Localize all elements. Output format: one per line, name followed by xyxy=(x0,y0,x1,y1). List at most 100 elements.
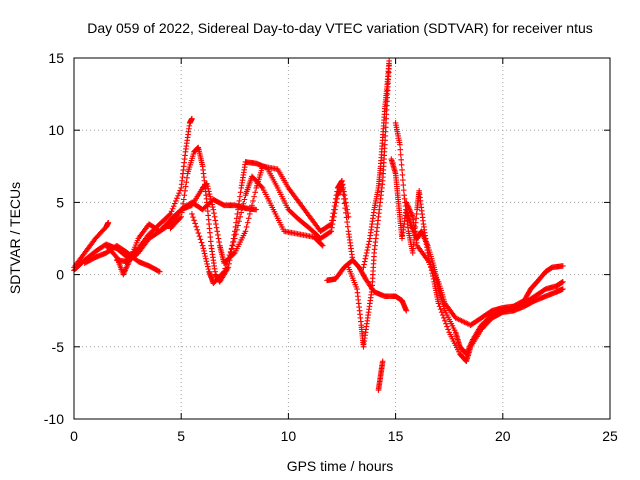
data-point xyxy=(334,195,340,202)
data-point xyxy=(362,255,369,262)
data-point xyxy=(247,211,253,217)
data-point xyxy=(203,258,210,265)
data-point xyxy=(237,193,243,200)
data-point xyxy=(210,206,217,213)
data-point xyxy=(215,232,221,238)
data-point xyxy=(363,253,369,259)
data-point xyxy=(340,191,347,198)
data-point xyxy=(196,233,203,239)
data-point xyxy=(435,300,442,307)
data-point xyxy=(319,242,325,248)
data-point xyxy=(209,201,215,208)
data-point xyxy=(224,258,231,265)
data-point xyxy=(249,202,255,209)
data-point xyxy=(223,262,230,268)
data-point xyxy=(173,198,179,204)
data-point xyxy=(222,265,228,272)
series-track-11 xyxy=(375,358,386,393)
data-point xyxy=(341,192,348,198)
data-point xyxy=(441,315,447,321)
data-point xyxy=(445,326,451,333)
data-point xyxy=(194,227,201,233)
data-point xyxy=(438,309,445,315)
data-point xyxy=(233,219,239,226)
data-point xyxy=(198,239,205,246)
data-point xyxy=(212,217,219,224)
data-point xyxy=(155,268,162,274)
data-point xyxy=(235,222,241,229)
data-point xyxy=(344,223,351,230)
y-tick-label: -10 xyxy=(44,411,64,427)
data-point xyxy=(230,239,237,245)
data-point xyxy=(237,214,243,220)
data-point xyxy=(174,195,180,202)
data-point xyxy=(226,252,233,258)
data-point xyxy=(243,224,250,230)
data-point xyxy=(330,217,337,224)
x-tick-label: 25 xyxy=(602,428,618,444)
data-point xyxy=(180,201,186,207)
data-point xyxy=(386,58,392,64)
data-point xyxy=(239,205,246,211)
data-point xyxy=(331,210,338,217)
data-point xyxy=(211,214,218,220)
data-point xyxy=(233,215,240,222)
data-point xyxy=(170,203,177,209)
data-point xyxy=(195,230,202,236)
series-track-3 xyxy=(81,242,163,275)
data-point xyxy=(216,239,222,245)
data-point xyxy=(168,208,175,215)
data-point xyxy=(190,214,196,220)
plot-area-frame xyxy=(73,57,611,420)
data-point xyxy=(329,224,335,231)
data-point xyxy=(240,201,247,207)
data-point xyxy=(235,206,241,213)
data-point xyxy=(234,227,240,233)
x-tick-label: 15 xyxy=(388,428,404,444)
data-point xyxy=(221,268,227,275)
data-point xyxy=(200,245,207,252)
data-point xyxy=(252,189,258,196)
data-point xyxy=(443,320,449,327)
data-point xyxy=(436,303,443,310)
data-point xyxy=(228,245,235,252)
data-point xyxy=(329,221,336,227)
x-tick-label: 20 xyxy=(495,428,511,444)
data-point xyxy=(365,244,371,250)
data-point xyxy=(424,250,431,256)
x-tick-label: 5 xyxy=(177,428,185,444)
data-point xyxy=(437,306,444,313)
data-point xyxy=(171,200,178,207)
data-point xyxy=(192,220,198,227)
data-point xyxy=(184,175,190,181)
data-point xyxy=(333,199,340,206)
data-point xyxy=(234,211,241,217)
data-point xyxy=(225,255,232,262)
data-point xyxy=(339,186,346,193)
data-point xyxy=(361,258,368,265)
data-point xyxy=(379,358,386,365)
data-point xyxy=(181,192,188,198)
data-point xyxy=(189,115,195,122)
data-point xyxy=(209,204,216,210)
data-point xyxy=(339,182,345,188)
data-point xyxy=(206,191,213,197)
data-point xyxy=(560,279,566,285)
data-point xyxy=(319,242,326,249)
data-point xyxy=(400,187,407,193)
data-point xyxy=(238,209,245,216)
series-track-10 xyxy=(360,58,392,271)
data-point xyxy=(201,248,207,254)
x-tick-label: 0 xyxy=(70,428,78,444)
data-point xyxy=(236,218,242,224)
x-tick-label: 10 xyxy=(281,428,297,444)
data-point xyxy=(332,206,338,213)
data-point xyxy=(214,228,221,235)
data-point xyxy=(343,214,350,221)
data-point xyxy=(197,236,204,243)
series-track-7 xyxy=(189,173,326,287)
data-point xyxy=(189,211,195,217)
data-point xyxy=(113,253,119,259)
data-point xyxy=(403,307,410,314)
data-point xyxy=(248,206,254,213)
